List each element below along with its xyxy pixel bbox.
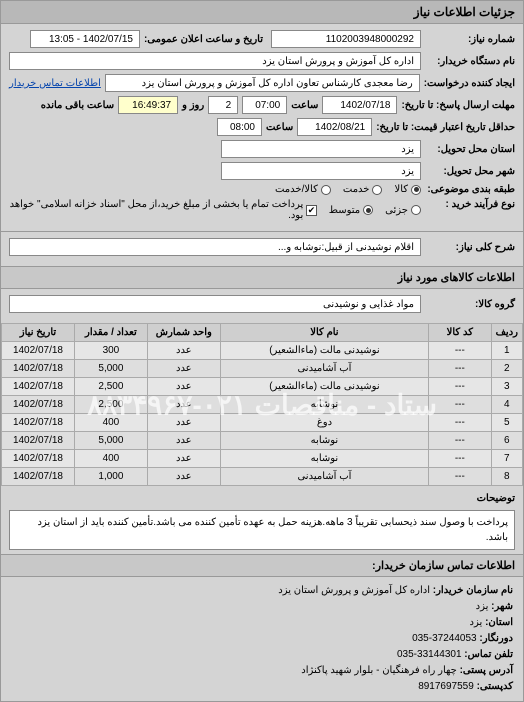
province-label: استان محل تحویل: bbox=[425, 144, 515, 155]
validity-label: حداقل تاریخ اعتبار قیمت: تا تاریخ: bbox=[376, 122, 515, 133]
validity-time: 08:00 bbox=[217, 118, 262, 136]
c-fax-label: تلفن تماس: bbox=[464, 649, 513, 660]
c-addr: چهار راه فرهنگیان - بلوار شهید پاکنژاد bbox=[301, 665, 457, 676]
table-row: 4---نوشابهعدد2,5001402/07/18 bbox=[2, 396, 523, 414]
contact-link[interactable]: اطلاعات تماس خریدار bbox=[9, 78, 101, 89]
days-value: 2 bbox=[208, 96, 238, 114]
col-5: تاریخ نیاز bbox=[2, 324, 75, 342]
group-label: گروه کالا: bbox=[425, 299, 515, 310]
col-2: نام کالا bbox=[220, 324, 428, 342]
items-table: ردیفکد کالانام کالاواحد شمارشتعداد / مقد… bbox=[1, 323, 523, 486]
c-org-label: نام سازمان خریدار: bbox=[433, 585, 513, 596]
check-buy-note[interactable]: پرداخت تمام یا بخشی از مبلغ خرید،از محل … bbox=[9, 199, 317, 221]
table-row: 6---نوشابهعدد5,0001402/07/18 bbox=[2, 432, 523, 450]
c-org: اداره کل آموزش و پرورش استان یزد bbox=[278, 585, 430, 596]
c-city-label: شهر: bbox=[491, 601, 513, 612]
remain-label: ساعت باقی مانده bbox=[41, 100, 114, 111]
announce-label: تاریخ و ساعت اعلان عمومی: bbox=[144, 34, 263, 45]
c-fax: 33144301-035 bbox=[397, 649, 462, 660]
city: یزد bbox=[221, 162, 421, 180]
table-row: 5---دوغعدد4001402/07/18 bbox=[2, 414, 523, 432]
time-label-2: ساعت bbox=[266, 122, 293, 133]
deadline-label: مهلت ارسال پاسخ: تا تاریخ: bbox=[401, 100, 515, 111]
need-number: 1102003948000292 bbox=[271, 30, 421, 48]
desc-text: پرداخت با وصول سند ذیحسابی تقریباً 3 ماه… bbox=[9, 510, 515, 550]
desc-label: توضیحات bbox=[477, 493, 515, 504]
requester: رضا معجدی کارشناس تعاون اداره کل آموزش و… bbox=[105, 74, 420, 92]
col-4: تعداد / مقدار bbox=[74, 324, 147, 342]
validity-date: 1402/08/21 bbox=[297, 118, 372, 136]
c-city: یزد bbox=[476, 601, 489, 612]
remain-time: 16:49:37 bbox=[118, 96, 178, 114]
radio-both[interactable]: کالا/خدمت bbox=[275, 184, 331, 195]
c-post-label: کدپستی: bbox=[477, 681, 513, 692]
items-header: اطلاعات کالاهای مورد نیاز bbox=[1, 266, 523, 289]
announce-value: 1402/07/15 - 13:05 bbox=[30, 30, 140, 48]
cat-radio-group: کالا خدمت کالا/خدمت bbox=[275, 184, 421, 195]
radio-medium[interactable]: متوسط bbox=[329, 205, 373, 216]
need-title-label: شرح کلی نیاز: bbox=[425, 242, 515, 253]
c-addr-label: آدرس پستی: bbox=[460, 665, 513, 676]
deadline-time: 07:00 bbox=[242, 96, 287, 114]
time-label-1: ساعت bbox=[291, 100, 318, 111]
city-label: شهر محل تحویل: bbox=[425, 166, 515, 177]
col-0: ردیف bbox=[491, 324, 522, 342]
province: یزد bbox=[221, 140, 421, 158]
table-row: 2---آب آشامیدنیعدد5,0001402/07/18 bbox=[2, 360, 523, 378]
table-row: 7---نوشابهعدد4001402/07/18 bbox=[2, 450, 523, 468]
c-prov-label: استان: bbox=[485, 617, 513, 628]
cat-label: طبقه بندی موضوعی: bbox=[425, 184, 515, 195]
radio-goods[interactable]: کالا bbox=[394, 184, 421, 195]
buyer-org-label: نام دستگاه خریدار: bbox=[425, 56, 515, 67]
requester-label: ایجاد کننده درخواست: bbox=[424, 78, 515, 89]
need-number-label: شماره نیاز: bbox=[425, 34, 515, 45]
c-phone-label: دورنگار: bbox=[479, 633, 513, 644]
deadline-date: 1402/07/18 bbox=[322, 96, 397, 114]
table-row: 1---نوشیدنی مالت (ماءالشعیر)عدد3001402/0… bbox=[2, 342, 523, 360]
table-row: 8---آب آشامیدنیعدد1,0001402/07/18 bbox=[2, 468, 523, 486]
contact-header: اطلاعات تماس سازمان خریدار: bbox=[1, 554, 523, 577]
panel-title: جزئیات اطلاعات نیاز bbox=[1, 1, 523, 24]
table-row: 3---نوشیدنی مالت (ماءالشعیر)عدد2,5001402… bbox=[2, 378, 523, 396]
buy-radio-group: جزئی متوسط پرداخت تمام یا بخشی از مبلغ خ… bbox=[9, 199, 421, 221]
c-prov: یزد bbox=[470, 617, 483, 628]
c-post: 8917697559 bbox=[418, 681, 474, 692]
days-label: روز و bbox=[182, 100, 204, 111]
group: مواد غذایی و نوشیدنی bbox=[9, 295, 421, 313]
radio-service[interactable]: خدمت bbox=[343, 184, 383, 195]
col-1: کد کالا bbox=[429, 324, 491, 342]
buy-label: نوع فرآیند خرید : bbox=[425, 199, 515, 210]
radio-small[interactable]: جزئی bbox=[385, 205, 421, 216]
c-phone: 37244053-035 bbox=[412, 633, 477, 644]
col-3: واحد شمارش bbox=[147, 324, 220, 342]
buyer-org: اداره کل آموزش و پرورش استان یزد bbox=[9, 52, 421, 70]
need-title: اقلام نوشیدنی از قبیل:نوشابه و... bbox=[9, 238, 421, 256]
